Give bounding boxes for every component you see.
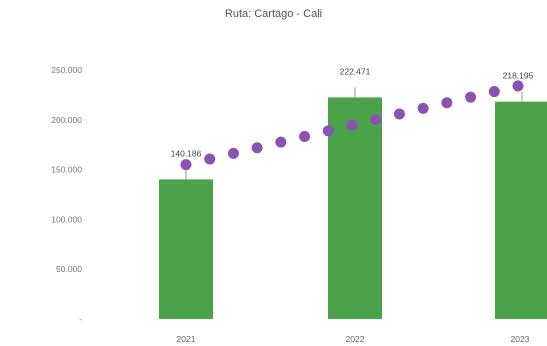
- bars: [159, 97, 547, 319]
- trend-dot: [275, 136, 287, 148]
- error-lines: [185, 87, 523, 180]
- bar: [495, 101, 547, 319]
- x-category-label: 2021: [177, 334, 196, 344]
- y-tick-label: 150.000: [51, 165, 82, 175]
- data-labels: 140.186 222.471 218.195: [171, 66, 534, 158]
- trend-dot: [251, 142, 263, 154]
- y-tick-label: 50.000: [56, 264, 82, 274]
- trend-dot: [465, 91, 477, 103]
- trend-dot: [417, 102, 429, 114]
- chart-title: Ruta: Cartago - Cali: [224, 8, 323, 20]
- trend-dot: [322, 125, 334, 137]
- y-tick-label: 200.000: [51, 115, 82, 125]
- trend-dot: [512, 80, 524, 92]
- trend-dot: [441, 97, 453, 109]
- y-axis-ticks: - 50.000 100.000 150.000 200.000 250.000: [51, 65, 82, 324]
- trend-dots: [180, 80, 524, 171]
- trend-dot: [488, 86, 500, 98]
- trend-dot: [370, 114, 382, 126]
- trend-dot: [346, 119, 358, 131]
- trend-dot: [393, 108, 405, 120]
- bar: [159, 179, 213, 319]
- data-label: 218.195: [503, 71, 534, 81]
- x-axis-categories: 2021 2022 2023: [177, 334, 530, 344]
- x-category-label: 2023: [511, 334, 530, 344]
- trend-dot: [299, 131, 311, 143]
- data-label: 140.186: [171, 148, 202, 158]
- data-label: 222.471: [340, 66, 371, 76]
- trend-dot: [180, 159, 192, 171]
- y-tick-label: 250.000: [51, 65, 82, 75]
- x-category-label: 2022: [346, 334, 365, 344]
- y-tick-label: 100.000: [51, 214, 82, 224]
- bar: [328, 97, 382, 319]
- trend-dot: [204, 153, 216, 165]
- y-tick-label: -: [79, 314, 82, 324]
- trend-dot: [227, 147, 239, 159]
